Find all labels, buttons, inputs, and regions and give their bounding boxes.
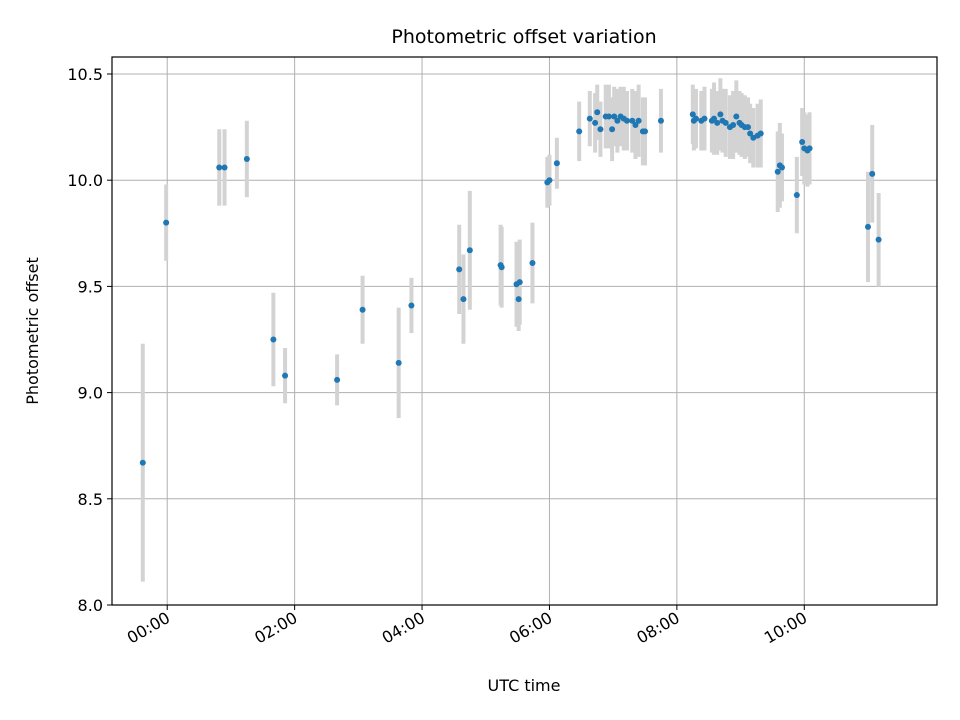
data-point [515, 296, 522, 303]
data-point [395, 359, 402, 366]
data-point [730, 121, 737, 128]
chart-title: Photometric offset variation [391, 26, 656, 48]
grid-lines [112, 57, 937, 606]
data-point [875, 236, 882, 243]
y-tick-label: 9.5 [78, 277, 103, 296]
data-point [498, 264, 505, 271]
data-point [629, 117, 636, 124]
data-point [359, 306, 366, 313]
data-point [623, 117, 630, 124]
data-point [460, 296, 467, 303]
y-axis-ticks: 8.0 8.5 9.0 9.5 10.0 10.5 [67, 65, 112, 615]
data-point [722, 119, 729, 126]
data-point [516, 279, 523, 286]
data-point [632, 121, 639, 128]
data-point [614, 117, 621, 124]
data-point [597, 126, 604, 133]
data-point [586, 115, 593, 122]
data-point [757, 130, 764, 137]
data-point [594, 109, 601, 116]
data-point [221, 164, 228, 171]
data-point [869, 170, 876, 177]
data-point [466, 247, 473, 254]
data-point [745, 124, 752, 131]
data-point [139, 459, 146, 466]
data-point [635, 117, 642, 124]
data-point [793, 192, 800, 199]
data-point [778, 164, 785, 171]
data-point [806, 145, 813, 152]
data-point [163, 219, 170, 226]
data-point [657, 117, 664, 124]
x-axis-label: UTC time [488, 676, 561, 695]
data-point [642, 128, 649, 135]
data-point [733, 113, 740, 120]
data-point [243, 155, 250, 162]
data-point [408, 302, 415, 309]
data-point [609, 126, 616, 133]
y-tick-label: 8.0 [78, 596, 103, 615]
data-point [546, 177, 553, 184]
y-tick-label: 9.0 [78, 384, 103, 403]
data-point [717, 111, 724, 118]
data-point [689, 111, 696, 118]
y-tick-label: 8.5 [78, 490, 103, 509]
data-point [605, 113, 612, 120]
data-point [774, 168, 781, 175]
data-point [334, 376, 341, 383]
data-point [282, 372, 289, 379]
data-point [714, 119, 721, 126]
y-axis-label: Photometric offset [23, 257, 42, 405]
data-point [576, 128, 583, 135]
data-point [747, 130, 754, 137]
data-point [864, 223, 871, 230]
data-point [711, 115, 718, 122]
y-tick-label: 10.5 [67, 65, 103, 84]
data-point [701, 115, 708, 122]
data-point [529, 260, 536, 267]
data-point [553, 160, 560, 167]
data-point [692, 115, 699, 122]
data-point [456, 266, 463, 273]
data-point [592, 119, 599, 126]
data-point [216, 164, 223, 171]
data-point [270, 336, 277, 343]
plot-frame [111, 56, 938, 606]
data-point [799, 138, 806, 145]
data-points [139, 109, 882, 466]
data-point [611, 113, 618, 120]
y-tick-label: 10.0 [67, 171, 103, 190]
